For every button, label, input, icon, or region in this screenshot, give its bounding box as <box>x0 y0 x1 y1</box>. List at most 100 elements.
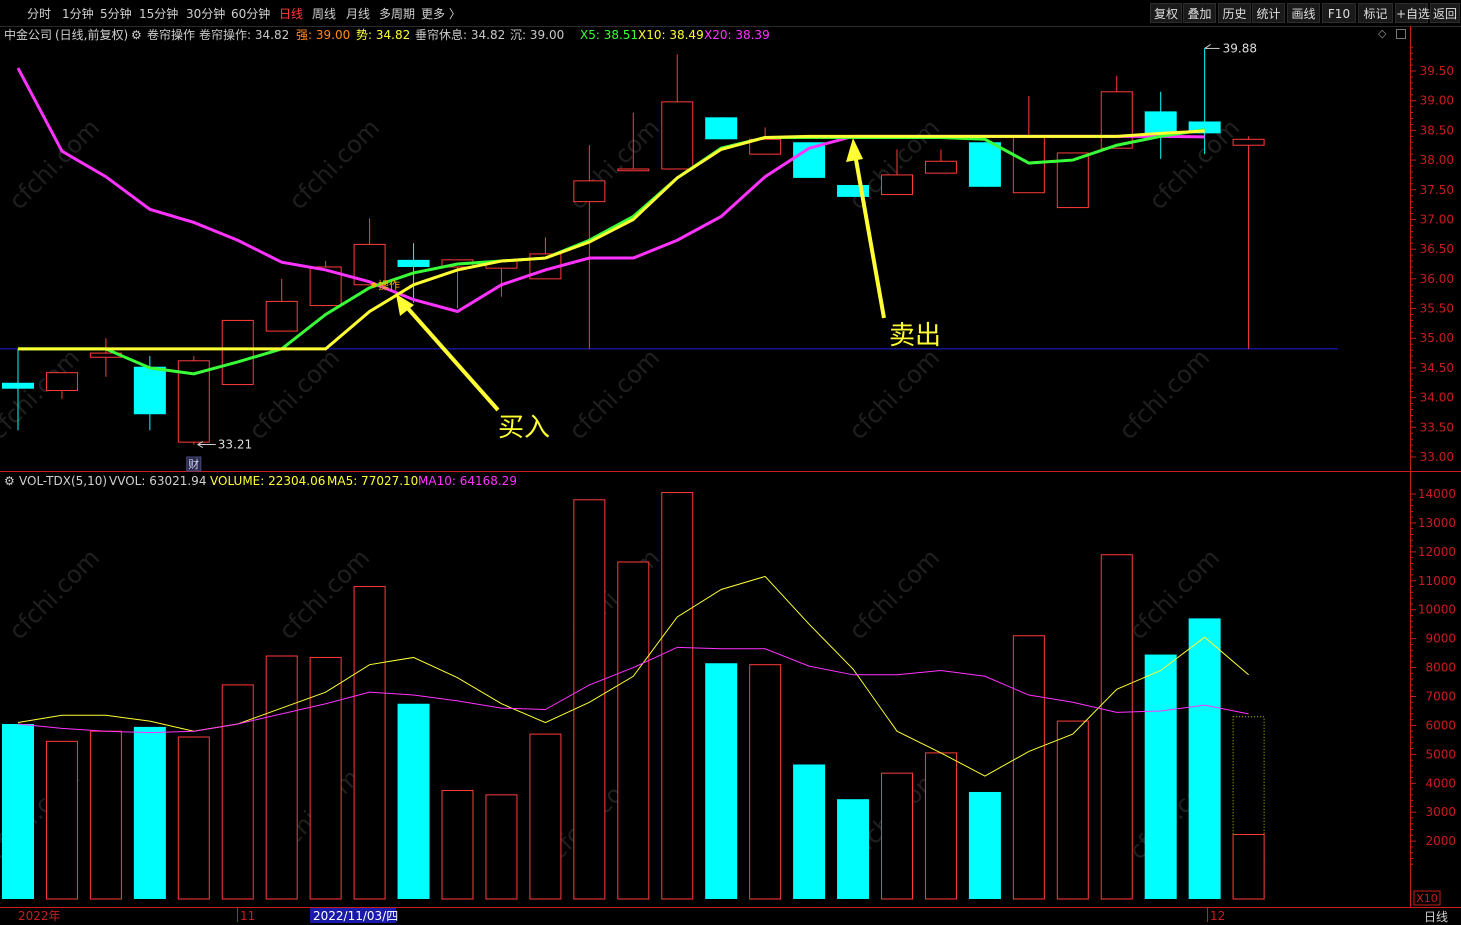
candle-body-up <box>1232 138 1265 146</box>
price-tick-label: 39.00 <box>1420 94 1454 108</box>
candle-body-up <box>353 243 386 286</box>
price-tick-label: 38.00 <box>1420 153 1454 167</box>
date-label-month: 12 <box>1210 909 1225 923</box>
indicator-value: 沉: 39.00 <box>510 28 565 42</box>
volume-bar <box>485 794 518 900</box>
period-tab[interactable]: 更多 〉 <box>421 7 461 21</box>
candle <box>1188 48 1221 155</box>
low-pointer <box>196 441 204 448</box>
candle-body-up <box>309 266 342 307</box>
toolbar-button[interactable]: 叠加 <box>1183 3 1216 23</box>
price-axis: 33.00 33.50 34.00 34.50 35.00 35.50 36.00 36.50… <box>1410 46 1454 464</box>
price-tick-label: 39.50 <box>1420 64 1454 78</box>
toolbar-button[interactable]: 历史 <box>1218 3 1251 23</box>
high-pointer <box>1204 44 1211 49</box>
period-tab[interactable]: 日线 <box>279 7 304 21</box>
watermark: cfchi.com <box>4 544 106 646</box>
toolbar-button[interactable]: 统计 <box>1252 3 1285 23</box>
ma-line-x10 <box>18 129 1205 351</box>
volume-bar-down <box>397 703 430 899</box>
volume-bar-up <box>353 586 386 900</box>
candle-body-down <box>968 142 1001 187</box>
ma-line-x5 <box>18 128 1205 376</box>
candle <box>221 319 254 386</box>
volume-bar <box>441 790 474 900</box>
expand-icon[interactable]: ◇ <box>1378 27 1387 40</box>
volume-tick-label: 12000 <box>1418 545 1456 559</box>
toolbar-button[interactable]: 标记 <box>1358 3 1393 23</box>
volume-bar <box>89 730 122 900</box>
candle <box>705 117 738 140</box>
toolbar-button[interactable]: +自选 <box>1395 3 1430 23</box>
period-tab[interactable]: 分时 <box>27 7 52 21</box>
indicator-value: 势: 34.82 <box>356 28 411 42</box>
volume-tick-label: 4000 <box>1425 776 1456 790</box>
close-panel-icon[interactable] <box>1396 29 1406 39</box>
watermark: cfchi.com <box>564 344 666 446</box>
chart-frame <box>0 26 1461 908</box>
candle <box>837 185 870 197</box>
volume-bar-down <box>2 723 34 899</box>
period-tab[interactable]: 多周期 <box>379 7 416 21</box>
period-tab[interactable]: 30分钟 <box>186 7 226 21</box>
volume-bar <box>529 733 562 900</box>
period-tab[interactable]: 15分钟 <box>139 7 179 21</box>
volume-bar-up <box>89 730 122 900</box>
volume-bar <box>573 499 606 900</box>
vol-indicator-name[interactable]: VOL-TDX(5,10) <box>19 474 108 488</box>
volume-bar <box>617 561 650 900</box>
chart-toolbar: 分时 1分钟 5分钟 15分钟 30分钟 60分钟 日线 周线 月线 多周期 更多 〉 复权 叠加 历史… <box>0 0 1461 27</box>
period-tab[interactable]: 1分钟 <box>62 7 94 21</box>
volume-bar <box>265 655 298 900</box>
volume-ma-lines <box>17 575 1249 777</box>
volume-ma-ma5 <box>17 575 1249 777</box>
volume-bar-up <box>881 772 913 900</box>
price-tick-label: 35.50 <box>1420 302 1454 316</box>
candle <box>1056 152 1089 209</box>
price-tick-label: 36.50 <box>1420 242 1454 256</box>
period-tab[interactable]: 周线 <box>312 7 337 21</box>
volume-bar-down <box>968 791 1001 899</box>
settings-icon[interactable]: ⚙ <box>4 474 15 488</box>
stock-name: 中金公司 <box>4 28 53 42</box>
watermark: cfchi.com <box>274 544 376 646</box>
period-tab[interactable]: 5分钟 <box>100 7 132 21</box>
volume-bars <box>2 492 1265 900</box>
toolbar-button[interactable]: 返回 <box>1430 3 1460 23</box>
price-tick-label: 36.00 <box>1420 272 1454 286</box>
volume-bar-down <box>1188 618 1221 899</box>
candle-body-up <box>485 260 518 269</box>
candle-body-down <box>397 259 430 267</box>
volume-bar <box>1232 716 1265 900</box>
toolbar-button[interactable]: 复权 <box>1150 3 1182 23</box>
candle-body-up <box>617 168 650 172</box>
period-indicator-box <box>1411 908 1461 925</box>
watermark: cfchi.com <box>0 764 85 866</box>
price-tick-label: 33.50 <box>1420 420 1454 434</box>
watermark: cfchi.com <box>1124 544 1226 646</box>
candle <box>177 356 210 445</box>
settings-icon[interactable]: ⚙ <box>131 28 142 42</box>
toolbar-button[interactable]: F10 <box>1322 3 1356 23</box>
candle-body-up <box>924 160 957 174</box>
candle <box>45 372 78 399</box>
toolbar-button[interactable]: 画线 <box>1287 3 1320 23</box>
period-tab[interactable]: 60分钟 <box>231 7 271 21</box>
volume-bar <box>881 772 913 900</box>
watermark: cfchi.com <box>844 544 946 646</box>
volume-bar-up <box>265 655 298 900</box>
indicator-value: X10: 38.49 <box>638 28 704 42</box>
watermark: cfchi.com <box>0 344 85 446</box>
candle <box>924 149 957 174</box>
volume-bar-up <box>924 752 957 900</box>
date-label-year: 2022年 <box>18 909 61 923</box>
volume-bar-up <box>177 736 210 900</box>
watermark: cfchi.com <box>4 114 106 216</box>
indicator-name[interactable]: 卷帘操作 <box>147 28 196 42</box>
period-tab[interactable]: 月线 <box>346 7 371 21</box>
volume-bar <box>793 764 826 899</box>
indicator-value: 强: 39.00 <box>296 28 351 42</box>
volume-bar-up <box>485 794 518 900</box>
